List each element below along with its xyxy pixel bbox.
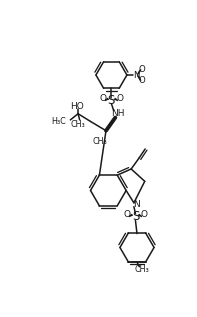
Text: S: S — [132, 210, 139, 223]
Text: CH₃: CH₃ — [71, 120, 85, 129]
Text: O: O — [140, 210, 148, 219]
Text: O: O — [138, 76, 145, 85]
Text: N: N — [133, 70, 139, 80]
Text: O: O — [124, 210, 130, 219]
Text: S: S — [108, 94, 115, 107]
Text: N: N — [134, 200, 140, 209]
Text: NH: NH — [111, 109, 124, 118]
Text: CH₃: CH₃ — [134, 265, 149, 274]
Text: O: O — [99, 94, 106, 103]
Text: CH₃: CH₃ — [92, 137, 107, 146]
Text: O: O — [138, 65, 145, 74]
Text: O: O — [116, 94, 124, 103]
Text: H₃C: H₃C — [51, 117, 66, 126]
Text: HO: HO — [71, 101, 84, 111]
